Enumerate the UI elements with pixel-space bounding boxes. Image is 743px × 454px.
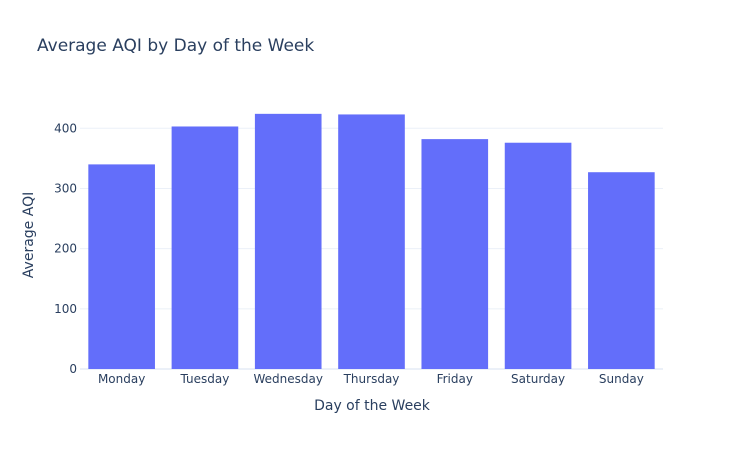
bar-thursday[interactable] <box>338 114 405 369</box>
bar-monday[interactable] <box>88 164 155 369</box>
x-tick-label: Thursday <box>343 372 400 386</box>
x-tick-label: Tuesday <box>180 372 230 386</box>
y-tick-label: 200 <box>54 242 77 256</box>
y-tick-labels: 0 100 200 300 400 <box>54 121 77 376</box>
y-tick-label: 0 <box>69 362 77 376</box>
y-tick-label: 300 <box>54 181 77 195</box>
x-tick-labels: Monday Tuesday Wednesday Thursday Friday Satu… <box>98 372 644 386</box>
bar-friday[interactable] <box>421 139 489 369</box>
y-tick-label: 100 <box>54 302 77 316</box>
bars <box>88 113 655 370</box>
x-tick-label: Monday <box>98 372 145 386</box>
x-axis-title: Day of the Week <box>314 398 431 414</box>
bar-wednesday[interactable] <box>254 113 322 370</box>
x-tick-label: Saturday <box>511 372 565 386</box>
x-tick-label: Sunday <box>599 372 644 386</box>
bar-tuesday[interactable] <box>171 126 239 369</box>
bar-saturday[interactable] <box>504 142 572 369</box>
y-tick-label: 400 <box>54 121 77 135</box>
chart-title: Average AQI by Day of the Week <box>37 36 314 56</box>
x-tick-label: Friday <box>437 372 473 386</box>
y-axis-title: Average AQI <box>21 192 37 278</box>
x-tick-label: Wednesday <box>253 372 322 386</box>
bar-sunday[interactable] <box>588 172 655 369</box>
